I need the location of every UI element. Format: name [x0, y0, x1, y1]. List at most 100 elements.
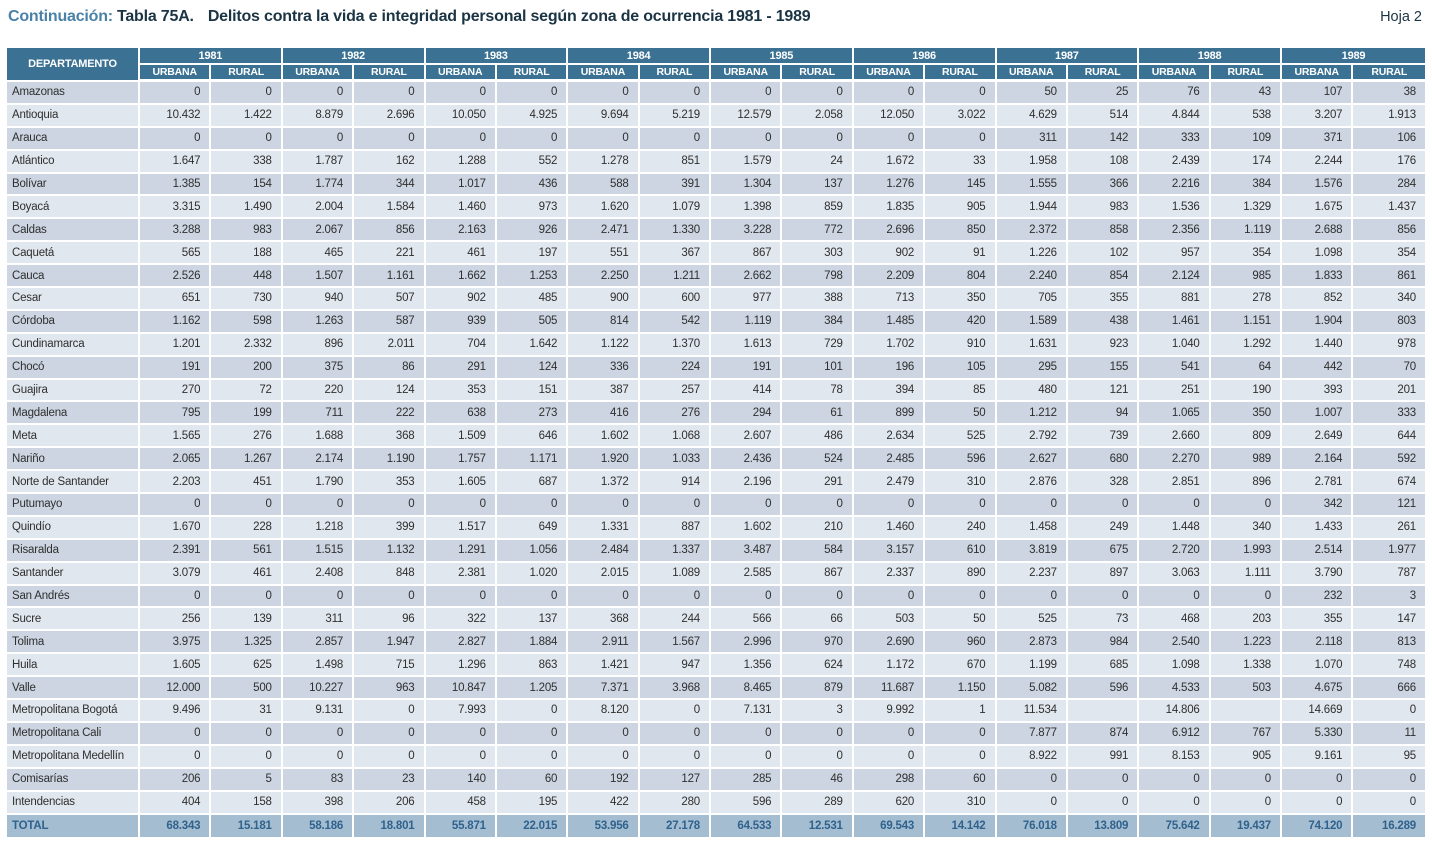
value-cell: 0 [1210, 768, 1282, 792]
table-row: Antioquia 10.432 1.422 8.879 2.696 10.050 4.92… [7, 104, 1425, 128]
value-cell: 2.696 [354, 104, 426, 128]
value-cell: 75.642 [1139, 814, 1211, 838]
value-cell: 859 [782, 196, 854, 220]
value-cell: 0 [354, 722, 426, 746]
value-cell: 8.922 [996, 745, 1068, 769]
value-cell: 787 [1353, 562, 1425, 586]
value-cell: 963 [354, 677, 426, 701]
value-cell: 4.533 [1139, 677, 1211, 701]
value-cell: 85 [925, 379, 997, 403]
value-cell: 154 [211, 173, 283, 197]
value-cell: 31 [211, 700, 283, 723]
value-cell: 162 [354, 150, 426, 174]
value-cell: 14.806 [1139, 700, 1211, 723]
value-cell: 69.543 [853, 814, 926, 838]
value-cell: 960 [925, 631, 997, 655]
value-cell: 295 [996, 356, 1068, 380]
value-cell: 0 [496, 127, 569, 151]
value-cell: 2.526 [140, 265, 212, 289]
value-cell: 3.968 [639, 677, 711, 701]
value-cell: 5.082 [996, 677, 1068, 701]
value-cell: 18.801 [354, 814, 426, 838]
year-header: 1983 [425, 48, 569, 65]
value-cell: 0 [140, 745, 212, 769]
value-cell: 803 [1353, 310, 1425, 334]
value-cell: 1.774 [282, 173, 355, 197]
value-cell: 354 [1210, 242, 1282, 266]
zone-subheader: URBANA [996, 65, 1068, 82]
value-cell: 206 [354, 791, 426, 815]
value-cell: 1.150 [925, 677, 997, 701]
value-cell: 2.124 [1139, 265, 1211, 289]
year-header: 1982 [282, 48, 426, 65]
zone-subheader: RURAL [1210, 65, 1282, 82]
value-cell: 899 [853, 402, 926, 426]
value-cell: 1.079 [639, 196, 711, 220]
value-cell: 9.161 [1282, 745, 1354, 769]
value-cell: 2.660 [1139, 425, 1211, 449]
value-cell: 105 [925, 356, 997, 380]
value-cell: 1.433 [1282, 516, 1354, 540]
value-cell: 4.925 [496, 104, 569, 128]
value-cell: 1.613 [711, 333, 783, 357]
value-cell: 387 [568, 379, 640, 403]
value-cell: 2.873 [996, 631, 1068, 655]
value-cell: 50 [925, 608, 997, 632]
value-cell: 0 [140, 722, 212, 746]
table-row: Caldas 3.288 983 2.067 856 2.163 926 2.471 1.330… [7, 219, 1425, 243]
zone-subheader: RURAL [639, 65, 711, 82]
value-cell: 86 [354, 356, 426, 380]
department-cell: Meta [7, 425, 140, 449]
value-cell: 2.911 [568, 631, 640, 655]
value-cell: 514 [1067, 104, 1140, 128]
value-cell: 10.432 [140, 104, 212, 128]
value-cell: 9.694 [568, 104, 640, 128]
value-cell: 203 [1210, 608, 1282, 632]
value-cell: 3.228 [711, 219, 783, 243]
value-cell: 538 [1210, 104, 1282, 128]
value-cell: 94 [1067, 402, 1140, 426]
department-cell: Caquetá [7, 242, 140, 266]
value-cell: 1.631 [996, 333, 1068, 357]
value-cell: 33 [925, 150, 997, 174]
table-row: Magdalena 795 199 711 222 638 273 416 276 294 61 89… [7, 402, 1425, 426]
table-row: Valle 12.000 500 10.227 963 10.847 1.205 7.371 3… [7, 677, 1425, 701]
table-row: Bolívar 1.385 154 1.774 344 1.017 436 588 391 1.3… [7, 173, 1425, 197]
value-cell: 2.439 [1139, 150, 1211, 174]
value-cell: 0 [568, 585, 640, 609]
value-cell: 1.205 [496, 677, 569, 701]
value-cell: 83 [282, 768, 355, 792]
value-cell: 0 [496, 585, 569, 609]
value-cell: 2.164 [1282, 448, 1354, 472]
value-cell: 1.398 [711, 196, 783, 220]
value-cell: 391 [639, 173, 711, 197]
value-cell: 881 [1139, 288, 1211, 311]
value-cell: 486 [782, 425, 854, 449]
value-cell: 0 [1210, 585, 1282, 609]
department-cell: Cundinamarca [7, 333, 140, 357]
value-cell: 291 [425, 356, 497, 380]
value-cell: 1.642 [496, 333, 569, 357]
value-cell: 1.675 [1282, 196, 1354, 220]
value-cell: 1.190 [354, 448, 426, 472]
value-cell: 3.975 [140, 631, 212, 655]
department-cell: Norte de Santander [7, 471, 140, 495]
value-cell: 978 [1353, 333, 1425, 357]
value-cell: 896 [1210, 471, 1282, 495]
value-cell: 2.250 [568, 265, 640, 289]
year-header: 1988 [1139, 48, 1282, 65]
value-cell: 0 [354, 82, 426, 105]
value-cell: 596 [925, 448, 997, 472]
department-cell: Chocó [7, 356, 140, 380]
year-header: 1985 [711, 48, 854, 65]
value-cell: 311 [282, 608, 355, 632]
value-cell: 620 [853, 791, 926, 815]
value-cell: 1.370 [639, 333, 711, 357]
value-cell: 2.857 [282, 631, 355, 655]
zone-subheader: URBANA [140, 65, 212, 82]
value-cell: 798 [782, 265, 854, 289]
value-cell: 210 [782, 516, 854, 540]
value-cell: 1.958 [996, 150, 1068, 174]
value-cell: 0 [925, 494, 997, 517]
value-cell: 340 [1210, 516, 1282, 540]
